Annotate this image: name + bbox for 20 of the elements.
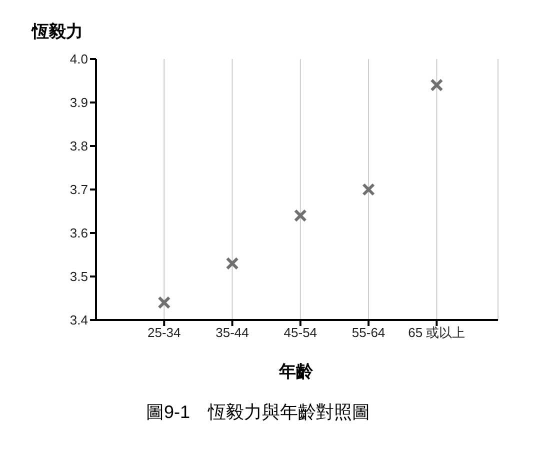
y-tick-label: 3.9: [70, 95, 88, 110]
point: [362, 183, 376, 196]
point: [226, 256, 239, 270]
point: [158, 296, 171, 310]
point: [294, 209, 307, 222]
y-tick-label: 3.4: [70, 312, 88, 328]
x-tick-label: 65 或以上: [408, 325, 466, 340]
text: 圖9-1 恆毅力與年齡對照圖: [144, 401, 371, 424]
y-tick-label: 3.5: [70, 269, 88, 284]
x-axis-title: 年齡: [278, 361, 314, 383]
y-tick-label: 3.7: [70, 182, 88, 198]
y-tick-label: 3.6: [70, 226, 88, 241]
x-tick-label: 45-54: [284, 325, 318, 340]
x-tick-label: 55-64: [352, 325, 386, 340]
y-tick-label: 4.0: [70, 52, 88, 67]
y-tick-label: 3.8: [70, 138, 88, 154]
point: [430, 78, 444, 92]
x-tick-label: 35-44: [216, 325, 249, 340]
y-axis-title: 恆毅力: [32, 21, 83, 43]
x-tick-label: 25-34: [148, 325, 181, 340]
